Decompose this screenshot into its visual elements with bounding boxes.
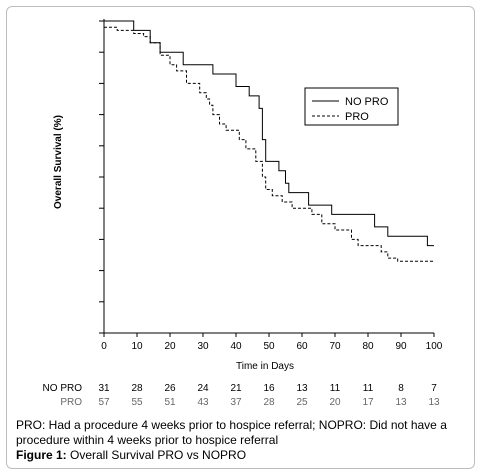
x-axis-label: Time in Days — [236, 361, 294, 372]
x-tick-label: 50 — [263, 341, 275, 352]
risk-row-label: NO PRO — [43, 383, 83, 394]
risk-value: 28 — [131, 383, 143, 394]
risk-value: 8 — [398, 383, 404, 394]
risk-value: 13 — [395, 397, 407, 408]
risk-value: 16 — [263, 383, 275, 394]
risk-value: 55 — [131, 397, 143, 408]
risk-value: 24 — [197, 383, 209, 394]
risk-value: 13 — [296, 383, 308, 394]
legend-label-pro: PRO — [345, 111, 369, 123]
series-layer — [104, 20, 434, 262]
risk-value: 43 — [197, 397, 209, 408]
risk-value: 11 — [330, 383, 341, 394]
risk-row-label: PRO — [60, 397, 82, 408]
survival-chart: 0 10 20 30 40 50 60 70 80 90 100 Overall Survival … — [43, 19, 443, 408]
series-line-pro — [104, 26, 434, 262]
legend-label-no-pro: NO PRO — [345, 96, 389, 108]
series-line-no-pro — [104, 20, 434, 247]
x-tick-label: 70 — [329, 341, 341, 352]
x-tick-label: 0 — [101, 341, 107, 352]
caption-title-line: Figure 1: Overall Survival PRO vs NOPRO — [16, 448, 468, 463]
figure-caption: PRO: Had a procedure 4 weeks prior to ho… — [16, 418, 468, 463]
risk-value: 7 — [431, 383, 437, 394]
risk-value: 20 — [329, 397, 341, 408]
figure-frame — [6, 6, 475, 469]
caption-text: PRO: Had a procedure 4 weeks prior to ho… — [16, 418, 447, 447]
risk-value: 51 — [164, 397, 176, 408]
risk-value: 26 — [164, 383, 176, 394]
legend: NO PRO PRO — [304, 87, 399, 126]
risk-value: 37 — [230, 397, 242, 408]
x-tick-label: 60 — [296, 341, 308, 352]
y-axis-label: Overall Survival (%) — [53, 115, 64, 209]
risk-value: 31 — [98, 383, 110, 394]
number-at-risk-table: NO PRO 31 28 26 24 21 16 13 11 11 8 7 PRO 57 55 51 43 37 2… — [43, 383, 440, 408]
risk-value: 11 — [363, 383, 374, 394]
chart-axes: 0 10 20 30 40 50 60 70 80 90 100 — [99, 19, 443, 352]
risk-value: 21 — [230, 383, 242, 394]
risk-value: 13 — [428, 397, 440, 408]
risk-value: 28 — [263, 397, 275, 408]
figure-title: Overall Survival PRO vs NOPRO — [66, 448, 247, 462]
x-tick-label: 10 — [131, 341, 143, 352]
x-tick-label: 40 — [230, 341, 242, 352]
x-tick-label: 90 — [395, 341, 407, 352]
x-tick-label: 20 — [164, 341, 176, 352]
risk-value: 57 — [98, 397, 110, 408]
legend-box — [304, 87, 399, 126]
figure-label: Figure 1: — [16, 448, 67, 462]
x-tick-label: 100 — [426, 341, 443, 352]
risk-value: 25 — [296, 397, 308, 408]
x-tick-label: 30 — [197, 341, 209, 352]
x-tick-label: 80 — [362, 341, 374, 352]
risk-value: 17 — [362, 397, 374, 408]
